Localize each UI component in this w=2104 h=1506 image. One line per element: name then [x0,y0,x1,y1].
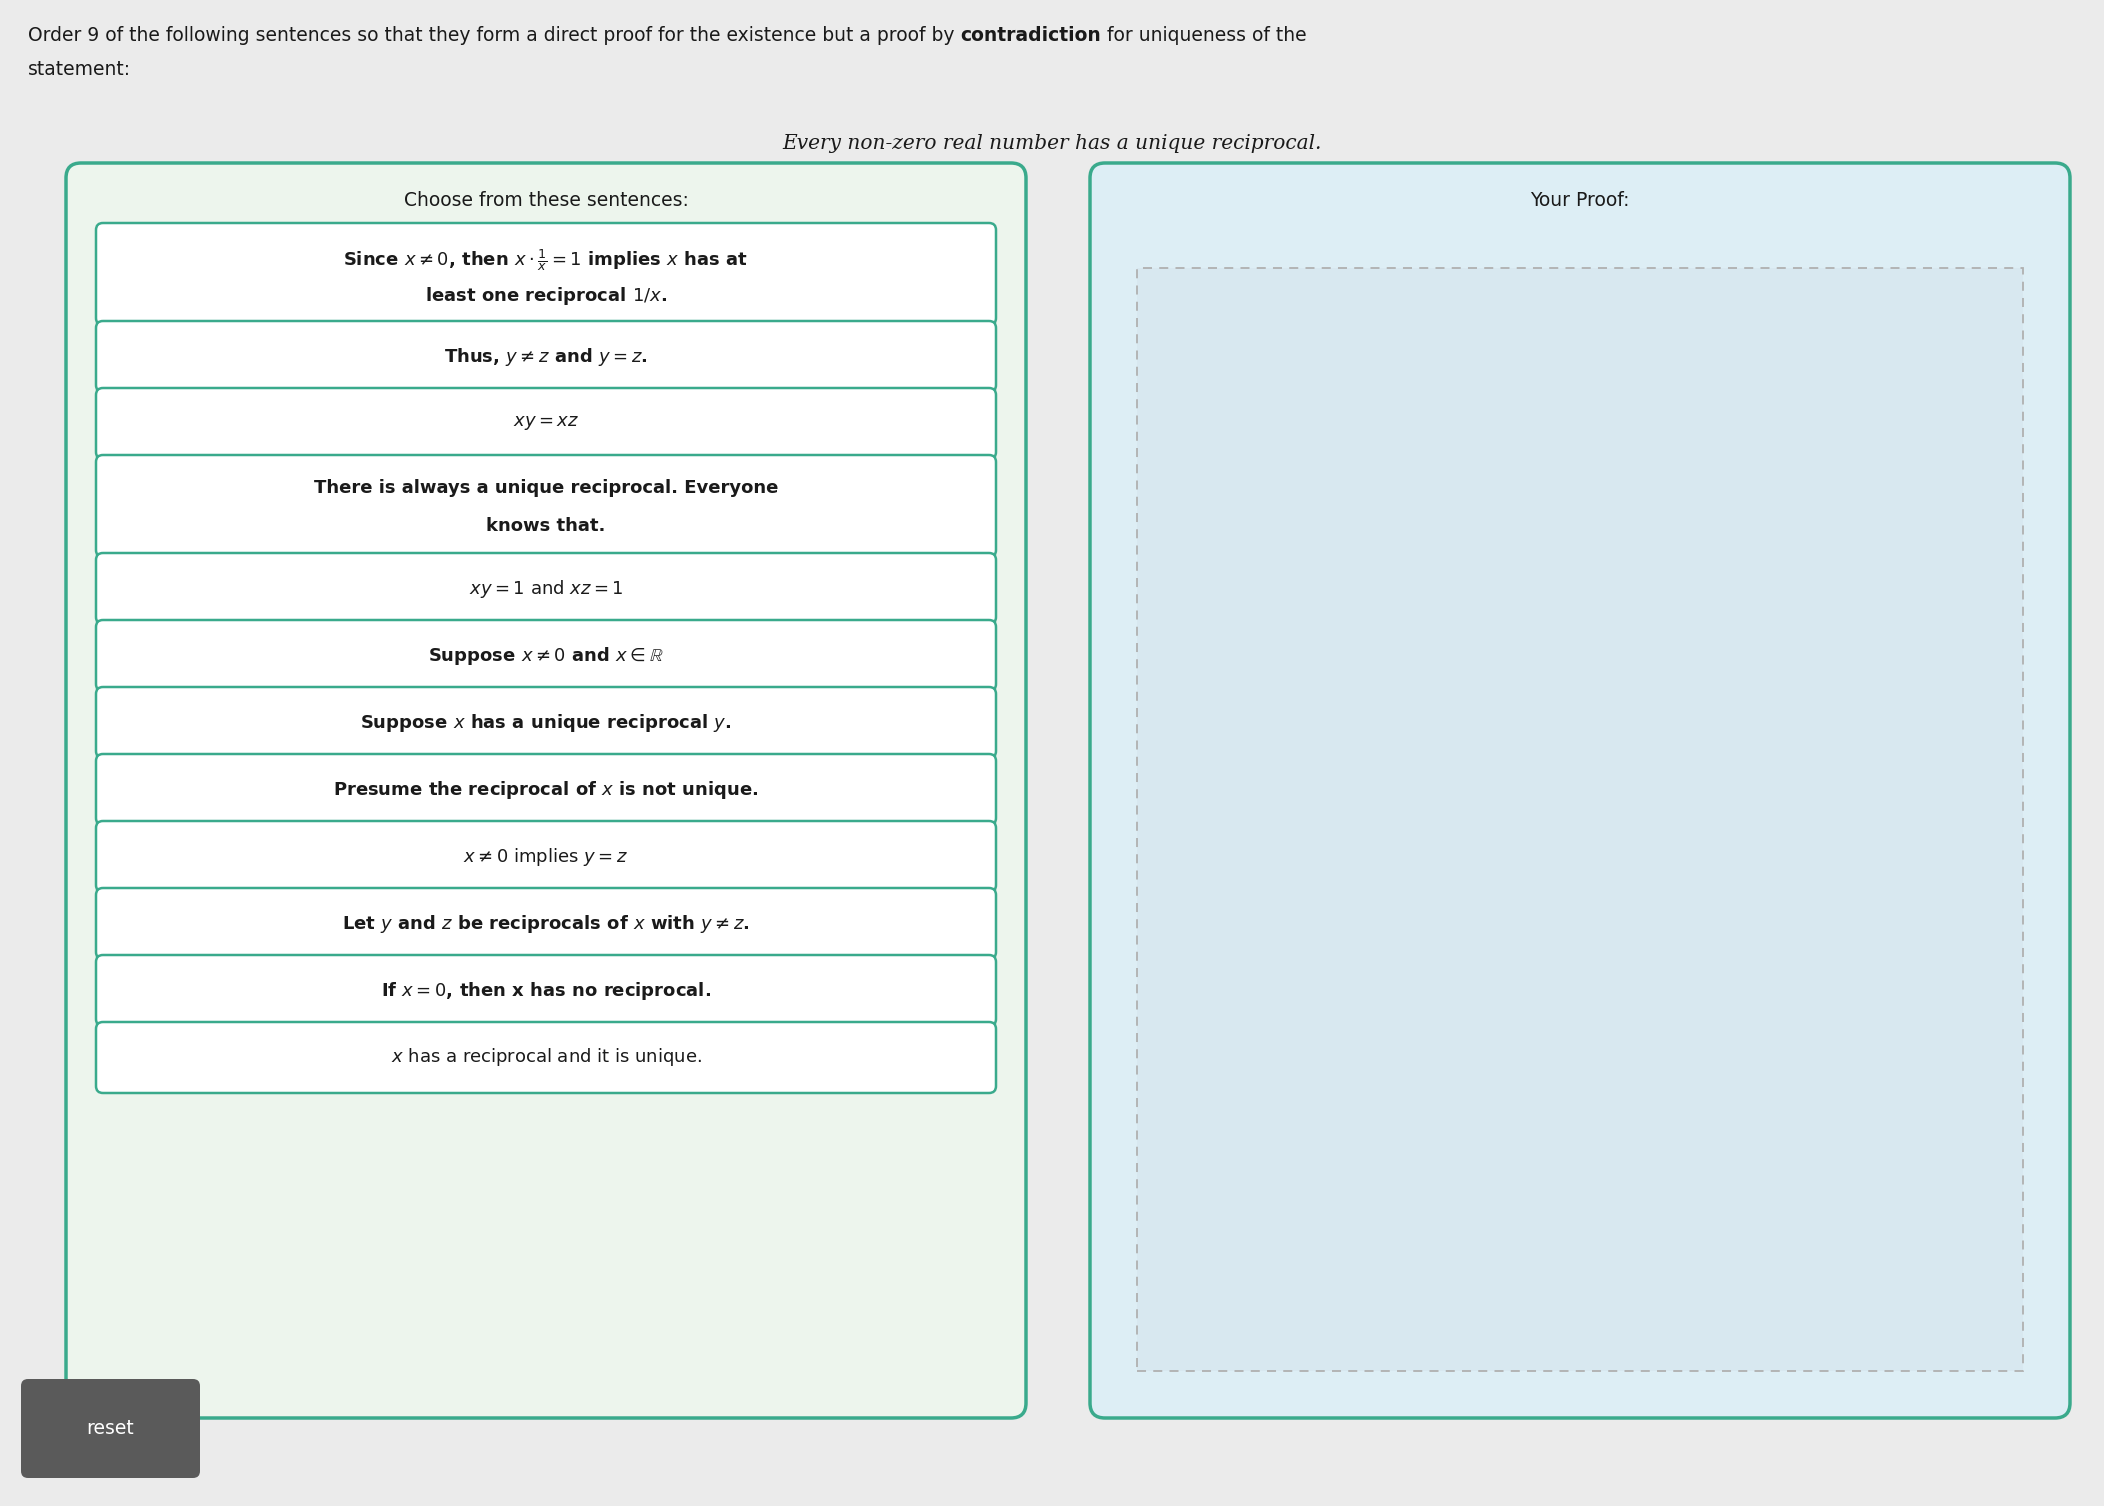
FancyBboxPatch shape [1090,163,2070,1419]
Text: If $x = 0$, then x has no reciprocal.: If $x = 0$, then x has no reciprocal. [381,979,711,1001]
Text: $xy = 1$ and $xz = 1$: $xy = 1$ and $xz = 1$ [469,577,623,599]
Text: There is always a unique reciprocal. Everyone: There is always a unique reciprocal. Eve… [313,479,778,497]
Text: reset: reset [86,1419,135,1438]
FancyBboxPatch shape [97,687,995,758]
FancyBboxPatch shape [97,889,995,959]
FancyBboxPatch shape [65,163,1027,1419]
FancyBboxPatch shape [97,553,995,623]
Text: least one reciprocal $1/x$.: least one reciprocal $1/x$. [425,285,667,307]
Text: Your Proof:: Your Proof: [1530,191,1631,209]
Text: Thus, $y \neq z$ and $y = z$.: Thus, $y \neq z$ and $y = z$. [444,345,648,367]
FancyBboxPatch shape [97,821,995,892]
Text: statement:: statement: [27,60,130,78]
FancyBboxPatch shape [97,389,995,459]
Text: contradiction: contradiction [962,26,1100,45]
FancyBboxPatch shape [97,455,995,557]
Text: $x \neq 0$ implies $y = z$: $x \neq 0$ implies $y = z$ [463,845,629,867]
Text: Suppose $x$ has a unique reciprocal $y$.: Suppose $x$ has a unique reciprocal $y$. [360,711,732,733]
Text: Order 9 of the following sentences so that they form a direct proof for the exis: Order 9 of the following sentences so th… [27,26,962,45]
Text: Presume the reciprocal of $x$ is not unique.: Presume the reciprocal of $x$ is not uni… [332,779,760,801]
Text: Let $y$ and $z$ be reciprocals of $x$ with $y \neq z$.: Let $y$ and $z$ be reciprocals of $x$ wi… [343,913,749,935]
Text: Since $x \neq 0$, then $x \cdot \frac{1}{x} = 1$ implies $x$ has at: Since $x \neq 0$, then $x \cdot \frac{1}… [343,247,749,273]
FancyBboxPatch shape [97,755,995,825]
Text: for uniqueness of the: for uniqueness of the [1100,26,1307,45]
Text: Choose from these sentences:: Choose from these sentences: [404,191,688,209]
FancyBboxPatch shape [1136,268,2024,1370]
FancyBboxPatch shape [97,223,995,325]
FancyBboxPatch shape [97,955,995,1026]
FancyBboxPatch shape [97,620,995,691]
Text: $x$ has a reciprocal and it is unique.: $x$ has a reciprocal and it is unique. [391,1047,701,1068]
FancyBboxPatch shape [21,1379,200,1477]
Text: Every non-zero real number has a unique reciprocal.: Every non-zero real number has a unique … [783,134,1321,154]
Text: Suppose $x \neq 0$ and $x \in \mathbb{R}$: Suppose $x \neq 0$ and $x \in \mathbb{R}… [429,645,663,667]
FancyBboxPatch shape [97,321,995,392]
Text: knows that.: knows that. [486,517,606,535]
FancyBboxPatch shape [97,1023,995,1093]
Text: $xy = xz$: $xy = xz$ [513,414,579,432]
